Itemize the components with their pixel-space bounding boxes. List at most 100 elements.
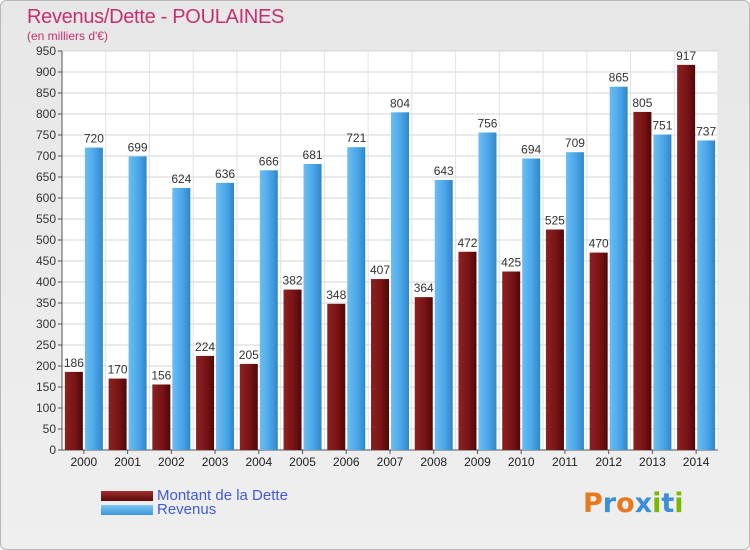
data-label: 186	[64, 356, 84, 370]
data-label: 721	[346, 131, 366, 145]
data-label: 666	[259, 154, 279, 168]
axes: 0 50 100 150 200 250 300 350 400 450 500 550 600 650 7…	[36, 44, 718, 469]
logo-letter: x	[634, 488, 653, 519]
logo-letter: o	[616, 488, 635, 519]
chart-title: Revenus/Dette - POULAINES	[27, 6, 285, 28]
data-label: 205	[239, 348, 259, 362]
x-tick-label: 2002	[158, 455, 185, 469]
bar-revenus	[565, 152, 584, 450]
x-tick-label: 2012	[595, 455, 622, 469]
chart-subtitle: (en milliers d'€)	[27, 29, 108, 43]
bar-dette	[414, 297, 433, 450]
x-tick-label: 2005	[289, 455, 316, 469]
logo-letter: P	[583, 488, 603, 519]
bars	[64, 64, 716, 451]
proxiti-logo: Proxiti	[583, 488, 684, 519]
data-label: 699	[128, 140, 148, 154]
data-label: 525	[545, 214, 565, 228]
x-tick-label: 2014	[683, 455, 710, 469]
x-tick-label: 2007	[377, 455, 404, 469]
y-tick-label: 250	[36, 338, 56, 352]
y-tick-label: 350	[36, 296, 56, 310]
bar-dette	[152, 384, 171, 450]
x-tick-label: 2013	[639, 455, 666, 469]
bar-dette	[502, 271, 521, 450]
bar-dette	[283, 289, 302, 450]
bar-dette	[108, 378, 127, 450]
legend-label-revenus: Revenus	[157, 501, 217, 518]
data-label: 156	[151, 368, 171, 382]
y-tick-label: 950	[36, 44, 56, 58]
y-tick-label: 650	[36, 170, 56, 184]
y-tick-label: 100	[36, 401, 56, 415]
bar-revenus	[303, 163, 322, 451]
y-tick-label: 600	[36, 191, 56, 205]
y-tick-label: 750	[36, 128, 56, 142]
bar-revenus	[84, 147, 103, 450]
bar-revenus	[216, 182, 235, 450]
data-label: 865	[609, 71, 629, 85]
x-tick-label: 2009	[464, 455, 491, 469]
data-labels: 186 720 170 699 156 624 224 636 205 666 382 681 348 7…	[64, 49, 717, 383]
y-tick-label: 300	[36, 317, 56, 331]
x-tick-label: 2003	[202, 455, 229, 469]
x-tick-label: 2010	[508, 455, 535, 469]
bar-revenus	[522, 158, 541, 450]
y-tick-label: 0	[49, 443, 56, 457]
x-tick-label: 2001	[114, 455, 141, 469]
data-label: 348	[326, 288, 346, 302]
bar-dette	[589, 252, 608, 450]
data-label: 751	[652, 119, 672, 133]
y-tick-label: 50	[43, 422, 57, 436]
data-label: 224	[195, 340, 215, 354]
y-tick-label: 800	[36, 107, 56, 121]
y-tick-label: 900	[36, 65, 56, 79]
plot-area	[62, 51, 718, 450]
y-tick-label: 850	[36, 86, 56, 100]
data-label: 720	[84, 132, 104, 146]
bar-dette	[677, 64, 696, 451]
bar-revenus	[347, 147, 366, 450]
data-label: 624	[171, 172, 191, 186]
data-label: 805	[632, 96, 652, 110]
data-label: 382	[283, 274, 303, 288]
data-label: 636	[215, 167, 235, 181]
data-label: 681	[303, 148, 323, 162]
y-tick-label: 700	[36, 149, 56, 163]
bar-revenus	[609, 86, 628, 450]
legend-label-debt: Montant de la Dette	[157, 487, 288, 504]
logo-letter: i	[652, 488, 662, 519]
bar-dette	[633, 111, 652, 451]
data-label: 170	[108, 363, 128, 377]
grid	[61, 50, 719, 451]
data-label: 694	[521, 143, 541, 157]
bar-revenus	[697, 140, 716, 450]
x-tick-label: 2004	[245, 455, 272, 469]
data-label: 756	[477, 116, 497, 130]
data-label: 643	[434, 164, 454, 178]
bar-dette	[64, 371, 83, 450]
legend-swatch-revenus	[101, 505, 153, 515]
data-label: 472	[457, 236, 477, 250]
bar-revenus	[478, 132, 497, 451]
y-tick-label: 150	[36, 380, 56, 394]
x-tick-label: 2011	[552, 455, 578, 469]
data-label: 425	[501, 256, 521, 270]
logo-letter: i	[674, 488, 684, 519]
data-label: 364	[414, 281, 434, 295]
bar-revenus	[172, 187, 191, 451]
data-label: 407	[370, 263, 390, 277]
logo-letter: r	[602, 488, 617, 519]
logo-letter: t	[661, 488, 675, 519]
bar-revenus	[391, 112, 409, 450]
data-label: 917	[676, 49, 696, 63]
y-tick-label: 550	[36, 212, 56, 226]
x-tick-label: 2006	[333, 455, 360, 469]
data-label: 737	[696, 124, 716, 138]
bar-dette	[196, 355, 215, 450]
y-tick-label: 400	[36, 275, 56, 289]
bar-revenus	[653, 134, 672, 450]
bar-revenus	[259, 170, 278, 450]
